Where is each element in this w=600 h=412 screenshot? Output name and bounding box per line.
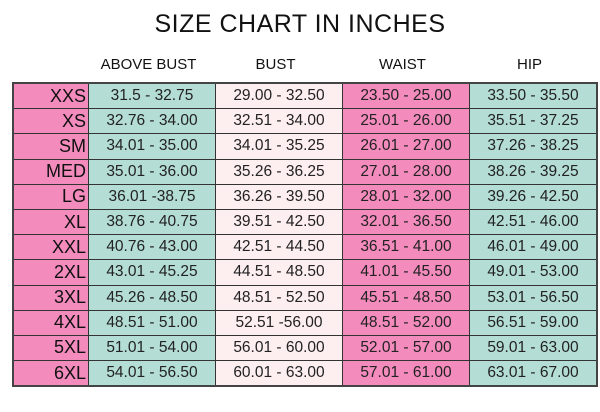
cell-waist: 52.01 - 57.00	[342, 334, 470, 362]
table-row: MED 35.01 - 36.00 35.26 - 36.25 27.01 - 28.…	[12, 158, 598, 185]
cell-bust: 56.01 - 60.00	[215, 334, 343, 362]
cell-bust: 48.51 - 52.50	[215, 284, 343, 311]
cell-hip: 42.51 - 46.00	[469, 208, 598, 236]
table-row: XS 32.76 - 34.00 32.51 - 34.00 25.01 - 26.0…	[12, 108, 598, 135]
cell-bust: 44.51 - 48.50	[215, 259, 343, 286]
cell-waist: 28.01 - 32.00	[342, 183, 470, 210]
table-row: 2XL 43.01 - 45.25 44.51 - 48.50 41.01 - 45.…	[12, 259, 598, 286]
cell-hip: 53.01 - 56.50	[469, 284, 598, 311]
header-above-bust: ABOVE BUST	[100, 56, 197, 73]
cell-above-bust: 51.01 - 54.00	[88, 334, 216, 362]
cell-hip: 56.51 - 59.00	[469, 309, 598, 336]
cell-above-bust: 38.76 - 40.75	[88, 208, 216, 236]
size-label: XXS	[12, 82, 89, 110]
cell-above-bust: 54.01 - 56.50	[88, 360, 216, 387]
size-table: XXS 31.5 - 32.75 29.00 - 32.50 23.50 - 25.0…	[12, 82, 598, 388]
size-label: LG	[12, 183, 89, 210]
size-label: XL	[12, 208, 89, 236]
cell-above-bust: 32.76 - 34.00	[88, 108, 216, 135]
size-label: 4XL	[12, 309, 89, 336]
cell-above-bust: 48.51 - 51.00	[88, 309, 216, 336]
cell-bust: 60.01 - 63.00	[215, 360, 343, 387]
cell-waist: 23.50 - 25.00	[342, 82, 470, 110]
table-row: XL 38.76 - 40.75 39.51 - 42.50 32.01 - 36.5…	[12, 208, 598, 236]
cell-above-bust: 35.01 - 36.00	[88, 158, 216, 185]
cell-hip: 38.26 - 39.25	[469, 158, 598, 185]
cell-hip: 35.51 - 37.25	[469, 108, 598, 135]
column-headers: ABOVE BUST BUST WAIST HIP	[85, 56, 593, 73]
table-row: 4XL 48.51 - 51.00 52.51 -56.00 48.51 - 52.0…	[12, 309, 598, 336]
header-waist: WAIST	[379, 56, 426, 73]
cell-above-bust: 36.01 -38.75	[88, 183, 216, 210]
cell-hip: 46.01 - 49.00	[469, 234, 598, 261]
cell-hip: 49.01 - 53.00	[469, 259, 598, 286]
size-label: 6XL	[12, 360, 89, 387]
size-label: XS	[12, 108, 89, 135]
table-row: LG 36.01 -38.75 36.26 - 39.50 28.01 - 32.00…	[12, 183, 598, 210]
cell-bust: 32.51 - 34.00	[215, 108, 343, 135]
cell-hip: 59.01 - 63.00	[469, 334, 598, 362]
table-row: 5XL 51.01 - 54.00 56.01 - 60.00 52.01 - 57.…	[12, 334, 598, 362]
cell-above-bust: 45.26 - 48.50	[88, 284, 216, 311]
header-bust: BUST	[255, 56, 296, 73]
cell-bust: 52.51 -56.00	[215, 309, 343, 336]
cell-above-bust: 43.01 - 45.25	[88, 259, 216, 286]
cell-hip: 33.50 - 35.50	[469, 82, 598, 110]
cell-waist: 57.01 - 61.00	[342, 360, 470, 387]
cell-waist: 36.51 - 41.00	[342, 234, 470, 261]
size-label: SM	[12, 133, 89, 160]
cell-bust: 42.51 - 44.50	[215, 234, 343, 261]
cell-waist: 26.01 - 27.00	[342, 133, 470, 160]
table-row: 6XL 54.01 - 56.50 60.01 - 63.00 57.01 - 61.…	[12, 360, 598, 387]
cell-hip: 37.26 - 38.25	[469, 133, 598, 160]
cell-hip: 39.26 - 42.50	[469, 183, 598, 210]
cell-waist: 27.01 - 28.00	[342, 158, 470, 185]
cell-hip: 63.01 - 67.00	[469, 360, 598, 387]
header-hip: HIP	[516, 56, 542, 73]
size-label: MED	[12, 158, 89, 185]
cell-bust: 35.26 - 36.25	[215, 158, 343, 185]
cell-bust: 36.26 - 39.50	[215, 183, 343, 210]
cell-waist: 41.01 - 45.50	[342, 259, 470, 286]
table-row: 3XL 45.26 - 48.50 48.51 - 52.50 45.51 - 48.…	[12, 284, 598, 311]
size-label: 3XL	[12, 284, 89, 311]
cell-above-bust: 31.5 - 32.75	[88, 82, 216, 110]
size-label: 5XL	[12, 334, 89, 362]
cell-waist: 32.01 - 36.50	[342, 208, 470, 236]
size-label: XXL	[12, 234, 89, 261]
cell-waist: 45.51 - 48.50	[342, 284, 470, 311]
cell-bust: 29.00 - 32.50	[215, 82, 343, 110]
cell-above-bust: 40.76 - 43.00	[88, 234, 216, 261]
chart-title: SIZE CHART IN INCHES	[154, 10, 446, 38]
cell-bust: 34.01 - 35.25	[215, 133, 343, 160]
cell-bust: 39.51 - 42.50	[215, 208, 343, 236]
cell-above-bust: 34.01 - 35.00	[88, 133, 216, 160]
cell-waist: 25.01 - 26.00	[342, 108, 470, 135]
table-row: XXS 31.5 - 32.75 29.00 - 32.50 23.50 - 25.0…	[12, 82, 598, 110]
table-row: SM 34.01 - 35.00 34.01 - 35.25 26.01 - 27.0…	[12, 133, 598, 160]
table-row: XXL 40.76 - 43.00 42.51 - 44.50 36.51 - 41.…	[12, 234, 598, 261]
size-label: 2XL	[12, 259, 89, 286]
cell-waist: 48.51 - 52.00	[342, 309, 470, 336]
